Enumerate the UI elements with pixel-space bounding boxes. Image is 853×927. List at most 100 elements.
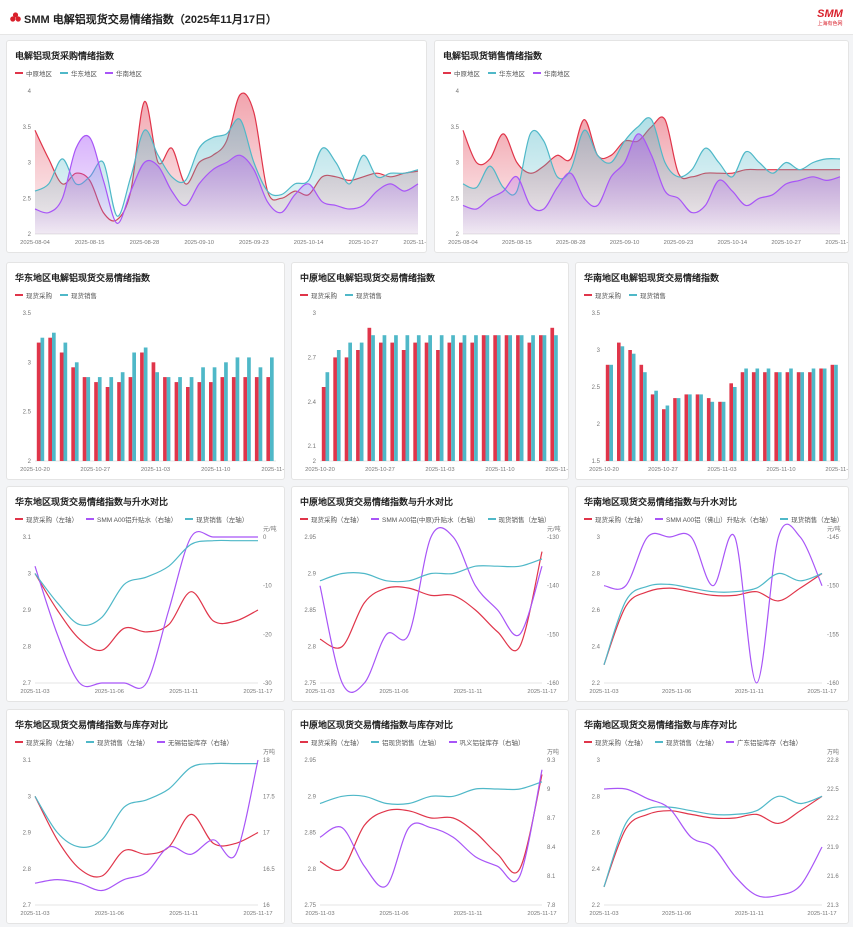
- chart-legend: 现货采购（左轴） SMM A00铝（佛山）升贴水（右轴） 现货销售（左轴）: [584, 514, 843, 524]
- legend-item[interactable]: 华南地区: [533, 68, 570, 78]
- y2-tick-label: -155: [827, 632, 840, 638]
- legend-item[interactable]: 铝现货销售（左轴）: [371, 737, 441, 747]
- y2-tick-label: 8.7: [547, 816, 556, 822]
- chart-title: 电解铝现货销售情绪指数: [443, 51, 543, 61]
- y-tick-label: 2.9: [23, 831, 32, 837]
- x-tick-label: 2025-08-28: [130, 240, 160, 246]
- legend-item[interactable]: 现货采购（左轴）: [584, 514, 647, 524]
- series-line: [603, 572, 823, 665]
- x-tick-label: 2025-11-10: [766, 467, 795, 473]
- bar-purchase: [367, 327, 372, 461]
- legend-item[interactable]: SMM A00铝(中原)升贴水（右轴）: [371, 514, 480, 524]
- legend-item[interactable]: 中原地区: [443, 68, 480, 78]
- x-tick-label: 2025-08-04: [448, 240, 478, 246]
- legend-item[interactable]: 现货采购（左轴）: [15, 737, 78, 747]
- chart-title: 华东地区现货交易情绪指数与库存对比: [15, 720, 169, 730]
- series-line: [34, 531, 258, 689]
- legend-item[interactable]: 华东地区: [60, 68, 97, 78]
- bar-sales: [439, 335, 444, 461]
- legend-item[interactable]: 现货销售（左轴）: [655, 737, 718, 747]
- legend-item[interactable]: 现货销售（左轴）: [780, 514, 843, 524]
- y2-tick-label: -160: [827, 681, 840, 687]
- legend-item[interactable]: 现货采购: [15, 290, 52, 300]
- chart-title: 电解铝现货采购情绪指数: [15, 51, 115, 61]
- bar-purchase: [401, 350, 406, 461]
- series-line: [319, 551, 543, 652]
- legend-item[interactable]: 现货销售（左轴）: [487, 514, 551, 524]
- y-tick-label: 2.5: [23, 196, 32, 202]
- y-tick-label: 2.4: [592, 867, 601, 873]
- y-tick-label: 2: [456, 232, 460, 238]
- x-tick-label: 2025-11-03: [589, 689, 618, 695]
- bar-sales: [755, 368, 760, 461]
- bar-sales: [224, 362, 228, 461]
- chart-title: 中原地区现货交易情绪指数与升水对比: [300, 497, 454, 507]
- bar-sales: [270, 357, 274, 461]
- legend-item[interactable]: 现货销售（左轴）: [185, 514, 248, 524]
- bar-sales: [132, 352, 136, 461]
- x-tick-label: 2025-11-11: [169, 911, 198, 917]
- bar-purchase: [650, 394, 655, 461]
- y-tick-label: 2.85: [304, 608, 316, 614]
- legend-item[interactable]: 现货销售: [345, 290, 382, 300]
- legend-item[interactable]: 现货采购: [300, 290, 337, 300]
- x-tick-label: 2025-11-17: [243, 689, 272, 695]
- bar-sales: [451, 335, 455, 461]
- series-line: [34, 134, 419, 224]
- bar-sales: [462, 335, 467, 461]
- y-tick-label: 2.8: [592, 572, 601, 578]
- series-line: [34, 796, 259, 878]
- bar-sales: [699, 394, 703, 461]
- legend-item[interactable]: 现货采购（左轴）: [300, 514, 363, 524]
- bar-purchase: [94, 382, 98, 461]
- legend-item[interactable]: 巩义铝锭库存（右轴）: [448, 737, 525, 747]
- x-tick-label: 2025-11-17: [825, 467, 848, 473]
- legend-item[interactable]: 现货采购（左轴）: [584, 737, 647, 747]
- bar-sales: [371, 335, 375, 461]
- y-tick-label: 2.1: [308, 444, 317, 450]
- bar-sales: [531, 335, 535, 461]
- x-tick-label: 2025-09-23: [239, 240, 269, 246]
- bar-purchase: [684, 394, 689, 461]
- x-tick-label: 2025-10-27: [771, 240, 801, 246]
- y-tick-label: 2.7: [308, 355, 317, 361]
- bar-purchase: [266, 377, 271, 461]
- legend-item[interactable]: 现货销售: [60, 290, 97, 300]
- bar-sales: [778, 372, 782, 461]
- bar-purchase: [808, 372, 812, 461]
- chart-panel-south-bars: 华南地区电解铝现货交易情绪指数 现货采购 现货销售 1.5 2 2.5 3 3.5 202…: [575, 262, 849, 480]
- y2-tick-label: -30: [263, 681, 272, 687]
- legend-item[interactable]: 华南地区: [105, 68, 142, 78]
- bar-sales: [394, 335, 398, 461]
- legend-item[interactable]: 广东铝锭库存（右轴）: [726, 737, 802, 747]
- series-line: [319, 774, 543, 874]
- chart-legend: 现货采购（左轴） 现货销售（左轴） 广东铝锭库存（右轴）: [584, 737, 802, 747]
- y-tick-label: 2: [313, 459, 317, 465]
- x-tick-label: 2025-08-04: [20, 240, 50, 246]
- legend-item[interactable]: 无锡铝锭库存（右轴）: [157, 737, 233, 747]
- legend-item[interactable]: 现货销售（左轴）: [86, 737, 149, 747]
- y-tick-label: 3: [456, 161, 460, 167]
- legend-item[interactable]: SMM A00铝（佛山）升贴水（右轴）: [655, 514, 772, 524]
- legend-item[interactable]: 现货采购: [584, 290, 621, 300]
- bar-purchase: [390, 342, 395, 461]
- series-line: [603, 523, 823, 684]
- y-tick-label: 3: [597, 758, 601, 764]
- bar-purchase: [774, 372, 778, 461]
- legend-item[interactable]: SMM A00铝升贴水（右轴）: [86, 514, 177, 524]
- bar-purchase: [796, 372, 801, 461]
- x-tick-label: 2025-10-27: [80, 467, 110, 473]
- legend-item[interactable]: 现货采购（左轴）: [300, 737, 363, 747]
- bar-purchase: [819, 368, 823, 461]
- bar-sales: [235, 357, 240, 461]
- legend-item[interactable]: 现货销售: [629, 290, 666, 300]
- legend-item[interactable]: 中原地区: [15, 68, 52, 78]
- series-line: [319, 769, 543, 888]
- legend-item[interactable]: 现货采购（左轴）: [15, 514, 78, 524]
- y2-unit-label: 元/吨: [263, 525, 277, 533]
- legend-item[interactable]: 华东地区: [488, 68, 525, 78]
- bar-purchase: [763, 372, 767, 461]
- bar-sales: [212, 367, 217, 461]
- y2-tick-label: 8.1: [547, 874, 556, 880]
- chart-plot: 2 2.5 3 3.5 4 2025-08-04 2025-08-15 2025-08-28 2…: [448, 89, 848, 246]
